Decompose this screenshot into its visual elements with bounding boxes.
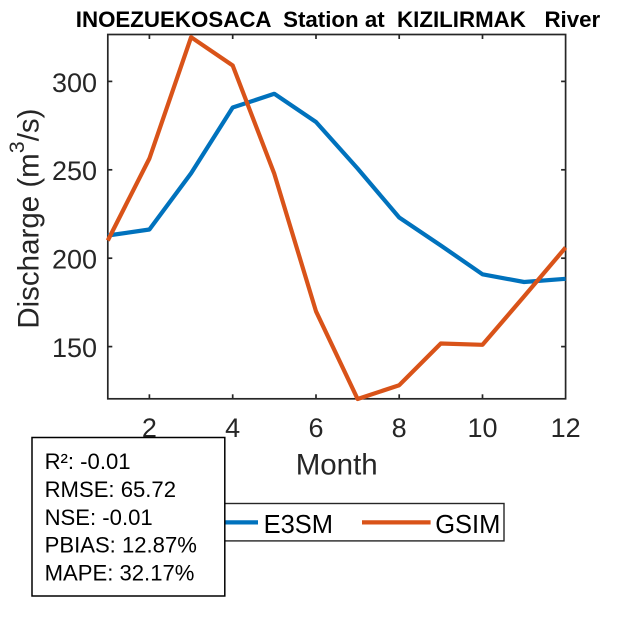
svg-text:E3SM: E3SM (264, 511, 333, 539)
svg-text:12: 12 (551, 413, 581, 443)
svg-text:200: 200 (52, 245, 97, 275)
svg-text:2: 2 (142, 413, 157, 443)
svg-text:8: 8 (392, 413, 407, 443)
svg-text:INOEZUEKOSACA Station at KIZ: INOEZUEKOSACA Station at KIZILIRMAK Rive… (76, 7, 601, 32)
svg-text:NSE: -0.01: NSE: -0.01 (45, 505, 153, 530)
svg-text:Month: Month (296, 449, 378, 482)
svg-text:10: 10 (467, 413, 497, 443)
svg-text:6: 6 (308, 413, 323, 443)
svg-text:4: 4 (225, 413, 240, 443)
svg-text:MAPE: 32.17%: MAPE: 32.17% (45, 561, 195, 586)
svg-text:RMSE: 65.72: RMSE: 65.72 (45, 477, 176, 502)
svg-text:R²: -0.01: R²: -0.01 (45, 449, 131, 474)
svg-text:PBIAS: 12.87%: PBIAS: 12.87% (45, 533, 197, 558)
svg-text:150: 150 (52, 333, 97, 363)
svg-text:250: 250 (52, 156, 97, 186)
svg-text:300: 300 (52, 68, 97, 98)
svg-text:GSIM: GSIM (435, 511, 500, 539)
